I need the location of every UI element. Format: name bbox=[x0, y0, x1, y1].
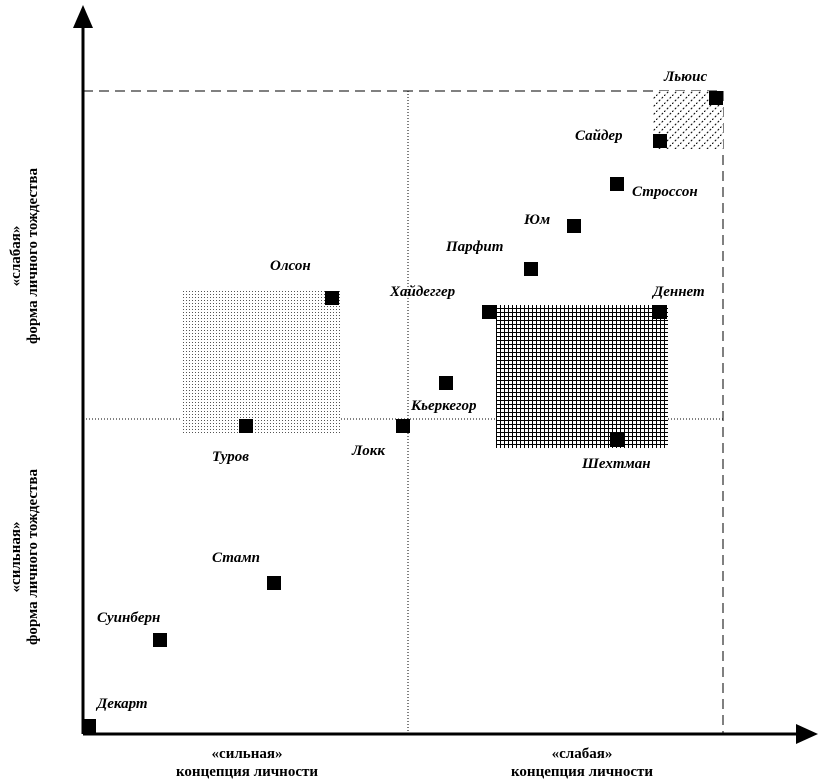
y-top-quote: «слабая» bbox=[8, 226, 24, 287]
point-marker-kierkegor bbox=[439, 376, 453, 390]
label-dennet: Деннет bbox=[651, 284, 705, 300]
x-right-text: концепция личности bbox=[511, 764, 653, 780]
point-marker-shekhtman bbox=[610, 433, 624, 447]
points bbox=[82, 91, 723, 733]
label-suinbern: Суинберн bbox=[97, 610, 160, 626]
point-marker-stamp bbox=[267, 576, 281, 590]
point-marker-haidegger bbox=[482, 305, 496, 319]
y-bottom-text: форма личного тождества bbox=[25, 469, 41, 645]
label-haidegger: Хайдеггер bbox=[389, 284, 456, 300]
x-left-text: концепция личности bbox=[176, 764, 318, 780]
label-lokk: Локк bbox=[351, 443, 385, 459]
point-marker-olson bbox=[325, 291, 339, 305]
x-left-quote: «сильная» bbox=[212, 746, 283, 762]
label-shekhtman: Шехтман bbox=[581, 456, 651, 472]
point-marker-saider bbox=[653, 134, 667, 148]
point-marker-strosson bbox=[610, 177, 624, 191]
label-dekart: Декарт bbox=[95, 696, 148, 712]
label-saider: Сайдер bbox=[575, 128, 623, 144]
x-right-quote: «слабая» bbox=[552, 746, 613, 762]
quadrant-dividers bbox=[83, 91, 723, 734]
x-axis-arrow bbox=[796, 724, 818, 744]
axes bbox=[73, 5, 818, 744]
point-labels: Декарт Суинберн Стамп Туров Олсон Локк К… bbox=[95, 69, 707, 712]
y-axis-captions: «слабая» форма личного тождества «сильна… bbox=[8, 168, 41, 645]
regions bbox=[181, 91, 723, 448]
point-marker-parfit bbox=[524, 262, 538, 276]
grid-region bbox=[496, 305, 668, 448]
label-parfit: Парфит bbox=[445, 239, 503, 255]
x-axis-captions: «сильная» концепция личности «слабая» ко… bbox=[176, 746, 653, 780]
point-marker-lyuis bbox=[709, 91, 723, 105]
point-marker-lokk bbox=[396, 419, 410, 433]
point-marker-suinbern bbox=[153, 633, 167, 647]
y-bottom-quote: «сильная» bbox=[8, 522, 24, 593]
label-lyuis: Льюис bbox=[663, 69, 707, 85]
point-marker-turov bbox=[239, 419, 253, 433]
label-strosson: Строссон bbox=[632, 184, 698, 200]
label-turov: Туров bbox=[212, 449, 249, 465]
label-yum: Юм bbox=[523, 212, 550, 228]
dotted-region bbox=[181, 291, 340, 433]
point-marker-yum bbox=[567, 219, 581, 233]
y-axis-arrow bbox=[73, 5, 93, 28]
y-top-text: форма личного тождества bbox=[25, 168, 41, 344]
label-olson: Олсон bbox=[270, 258, 311, 274]
point-marker-dekart bbox=[82, 719, 96, 733]
label-stamp: Стамп bbox=[212, 550, 260, 566]
point-marker-dennet bbox=[653, 305, 667, 319]
dashed-frame bbox=[83, 90, 724, 734]
label-kierkegor: Кьеркегор bbox=[410, 398, 477, 414]
